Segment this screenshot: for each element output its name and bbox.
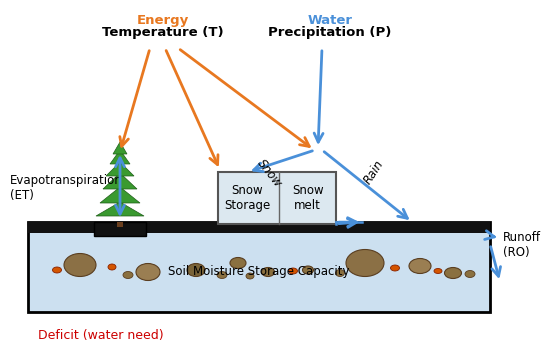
Ellipse shape — [108, 264, 116, 270]
Text: Precipitation (P): Precipitation (P) — [268, 26, 392, 39]
Bar — [94, 222, 146, 236]
Ellipse shape — [336, 270, 344, 277]
Polygon shape — [113, 142, 127, 154]
Ellipse shape — [409, 259, 431, 273]
Ellipse shape — [289, 268, 298, 274]
Text: Snow: Snow — [255, 156, 285, 189]
Ellipse shape — [187, 263, 205, 277]
Polygon shape — [106, 162, 134, 176]
Text: Temperature (T): Temperature (T) — [102, 26, 224, 39]
Bar — [28, 222, 490, 312]
Text: Deficit (water need): Deficit (water need) — [38, 330, 164, 342]
Polygon shape — [100, 187, 140, 203]
Text: Snow
melt: Snow melt — [292, 184, 323, 212]
Ellipse shape — [52, 267, 62, 273]
Polygon shape — [96, 202, 144, 216]
Text: Soil Moisture Storage Capacity: Soil Moisture Storage Capacity — [168, 265, 350, 278]
Ellipse shape — [64, 254, 96, 277]
Ellipse shape — [302, 266, 313, 274]
Text: Evapotranspiration
(ET): Evapotranspiration (ET) — [10, 174, 123, 202]
Ellipse shape — [230, 257, 246, 269]
Ellipse shape — [434, 269, 442, 273]
Ellipse shape — [217, 271, 227, 279]
Ellipse shape — [390, 265, 399, 271]
Bar — [117, 222, 123, 227]
Polygon shape — [103, 173, 137, 189]
Text: Energy: Energy — [137, 14, 189, 27]
Ellipse shape — [246, 273, 254, 279]
Bar — [218, 172, 336, 224]
Text: Snow
Storage: Snow Storage — [224, 184, 271, 212]
Ellipse shape — [444, 268, 461, 279]
Polygon shape — [110, 150, 130, 164]
Text: Rain: Rain — [361, 158, 387, 186]
Ellipse shape — [465, 271, 475, 278]
Ellipse shape — [123, 271, 133, 279]
Bar — [28, 222, 490, 233]
Text: Runoff
(RO): Runoff (RO) — [503, 231, 541, 259]
Ellipse shape — [261, 268, 274, 277]
Text: Water: Water — [307, 14, 353, 27]
Ellipse shape — [346, 249, 384, 277]
Ellipse shape — [136, 263, 160, 280]
